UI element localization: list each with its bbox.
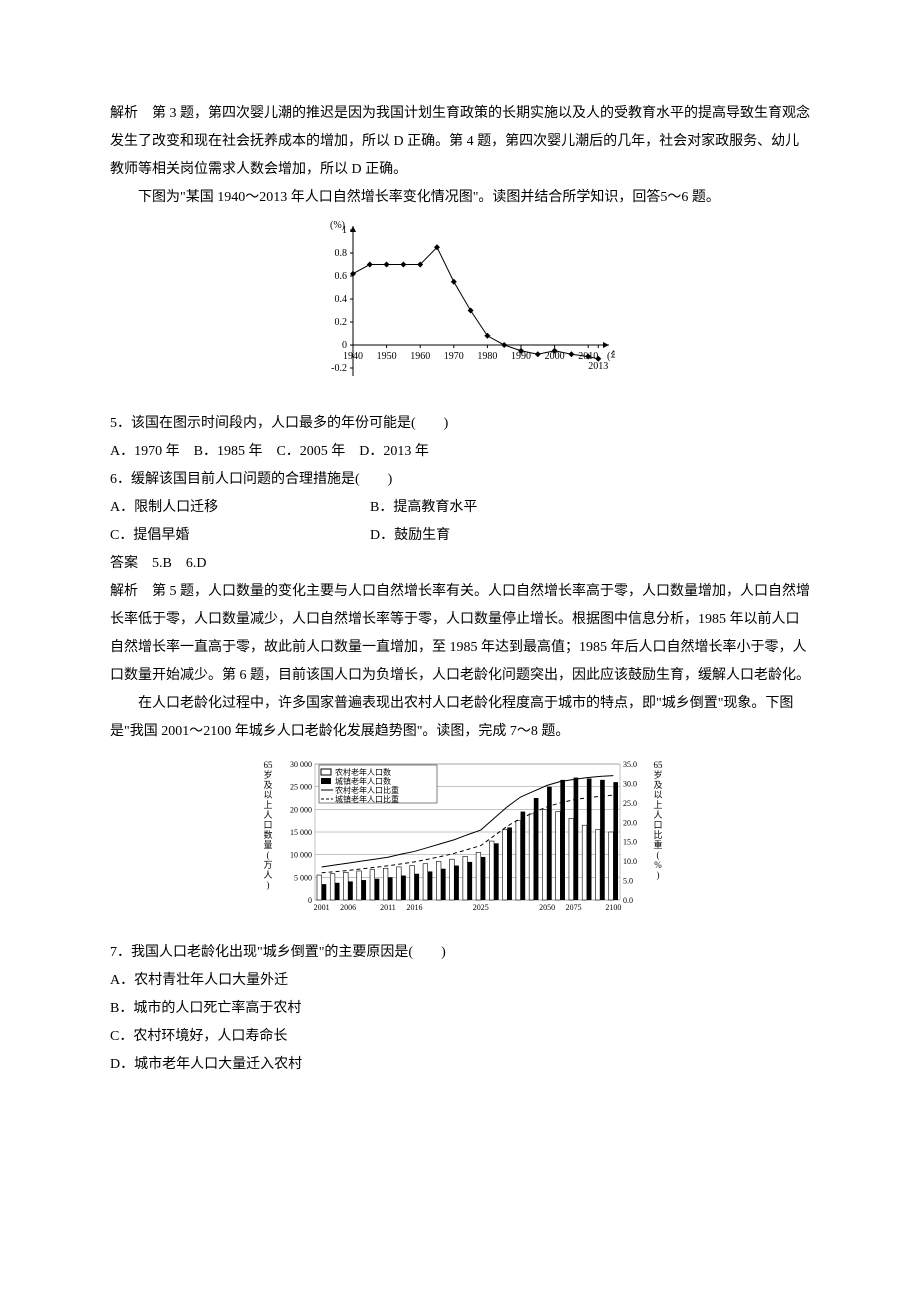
- q7-opt-b: B．城市的人口死亡率高于农村: [110, 995, 810, 1023]
- svg-text:35.0: 35.0: [623, 760, 637, 769]
- svg-text:2001: 2001: [314, 903, 330, 912]
- svg-text:量: 量: [263, 840, 272, 850]
- svg-text:-0.2: -0.2: [331, 363, 347, 374]
- svg-text:0.4: 0.4: [335, 294, 348, 305]
- analysis-q5-q6: 解析 第 5 题，人口数量的变化主要与人口自然增长率有关。人口自然增长率高于零，…: [110, 578, 810, 690]
- svg-text:人: 人: [263, 810, 272, 820]
- svg-text:0.8: 0.8: [335, 248, 348, 259]
- svg-text:0.6: 0.6: [335, 271, 348, 282]
- svg-text:2100: 2100: [605, 903, 621, 912]
- svg-text:(: (: [657, 850, 660, 860]
- svg-text:人: 人: [263, 870, 272, 880]
- svg-text:15 000: 15 000: [290, 828, 312, 837]
- svg-text:及: 及: [653, 780, 662, 790]
- svg-text:30.0: 30.0: [623, 779, 637, 788]
- svg-text:%: %: [654, 860, 662, 870]
- svg-text:口: 口: [653, 820, 662, 830]
- svg-text:城镇老年人口数: 城镇老年人口数: [335, 776, 391, 786]
- svg-text:比: 比: [653, 829, 662, 840]
- svg-text:(: (: [267, 850, 270, 860]
- svg-text:0.2: 0.2: [335, 317, 348, 328]
- svg-text:万: 万: [263, 860, 272, 870]
- svg-text:65: 65: [654, 760, 664, 770]
- chart-aging-trend: 0 5 000 10 000 15 000 20 000 25 000 30 000 0.0 5…: [110, 752, 810, 933]
- q6-opt-a: A．限制人口迁移: [110, 494, 370, 522]
- svg-text:5.0: 5.0: [623, 877, 633, 886]
- svg-text:0: 0: [342, 340, 347, 351]
- svg-text:65: 65: [264, 760, 274, 770]
- svg-text:2050: 2050: [539, 903, 555, 912]
- chart-natural-growth-rate: -0.200.20.40.60.81(%)1940195019601970198…: [110, 218, 810, 404]
- svg-text:(年): (年): [607, 349, 615, 362]
- svg-text:上: 上: [653, 800, 662, 810]
- analysis-q3-q4: 解析 第 3 题，第四次婴儿潮的推迟是因为我国计划生育政策的长期实施以及人的受教…: [110, 100, 810, 184]
- svg-text:1980: 1980: [477, 351, 497, 362]
- svg-text:2013: 2013: [588, 361, 608, 372]
- svg-text:20.0: 20.0: [623, 818, 637, 827]
- svg-text:30 000: 30 000: [290, 760, 312, 769]
- svg-text:10 000: 10 000: [290, 851, 312, 860]
- q5-options: A．1970 年 B．1985 年 C．2005 年 D．2013 年: [110, 438, 810, 466]
- svg-text:1960: 1960: [410, 351, 430, 362]
- svg-text:10.0: 10.0: [623, 857, 637, 866]
- svg-text:以: 以: [653, 790, 662, 800]
- svg-text:15.0: 15.0: [623, 838, 637, 847]
- svg-text:(%): (%): [330, 220, 345, 231]
- q5-stem: 5．该国在图示时间段内，人口最多的年份可能是( ): [110, 410, 810, 438]
- svg-text:0: 0: [308, 896, 312, 905]
- svg-text:): ): [657, 870, 660, 880]
- svg-text:1950: 1950: [377, 351, 397, 362]
- svg-text:25 000: 25 000: [290, 783, 312, 792]
- answer-q5-q6: 答案 5.B 6.D: [110, 550, 810, 578]
- svg-text:上: 上: [263, 800, 272, 810]
- q6-stem: 6．缓解该国目前人口问题的合理措施是( ): [110, 466, 810, 494]
- svg-text:及: 及: [263, 780, 272, 790]
- q7-opt-a: A．农村青壮年人口大量外迁: [110, 967, 810, 995]
- svg-text:岁: 岁: [263, 769, 272, 780]
- svg-text:2011: 2011: [380, 903, 396, 912]
- intro-q5-q6: 下图为"某国 1940～2013 年人口自然增长率变化情况图"。读图并结合所学知…: [110, 184, 810, 212]
- intro-q7-q8: 在人口老龄化过程中，许多国家普遍表现出农村人口老龄化程度高于城市的特点，即"城乡…: [110, 690, 810, 746]
- svg-text:数: 数: [263, 829, 272, 840]
- svg-text:农村老年人口数: 农村老年人口数: [335, 767, 391, 777]
- svg-text:城镇老年人口比重: 城镇老年人口比重: [335, 794, 399, 804]
- svg-text:人: 人: [653, 810, 662, 820]
- svg-text:2016: 2016: [406, 903, 422, 912]
- svg-text:口: 口: [263, 820, 272, 830]
- svg-text:农村老年人口比重: 农村老年人口比重: [335, 785, 399, 795]
- q6-opt-c: C．提倡早婚: [110, 522, 370, 550]
- svg-text:5 000: 5 000: [294, 873, 312, 882]
- svg-text:25.0: 25.0: [623, 799, 637, 808]
- svg-text:20 000: 20 000: [290, 805, 312, 814]
- svg-text:以: 以: [263, 790, 272, 800]
- svg-text:): ): [267, 880, 270, 890]
- svg-text:2025: 2025: [473, 903, 489, 912]
- svg-text:0.0: 0.0: [623, 896, 633, 905]
- q6-opt-d: D．鼓励生育: [370, 522, 810, 550]
- svg-text:2006: 2006: [340, 903, 356, 912]
- svg-text:2075: 2075: [566, 903, 582, 912]
- svg-text:重: 重: [653, 839, 662, 850]
- q7-opt-c: C．农村环境好，人口寿命长: [110, 1023, 810, 1051]
- svg-text:1940: 1940: [343, 351, 363, 362]
- q7-opt-d: D．城市老年人口大量迁入农村: [110, 1051, 810, 1079]
- svg-text:岁: 岁: [653, 769, 662, 780]
- svg-text:1970: 1970: [444, 351, 464, 362]
- q6-opt-b: B．提高教育水平: [370, 494, 810, 522]
- q7-stem: 7．我国人口老龄化出现"城乡倒置"的主要原因是( ): [110, 939, 810, 967]
